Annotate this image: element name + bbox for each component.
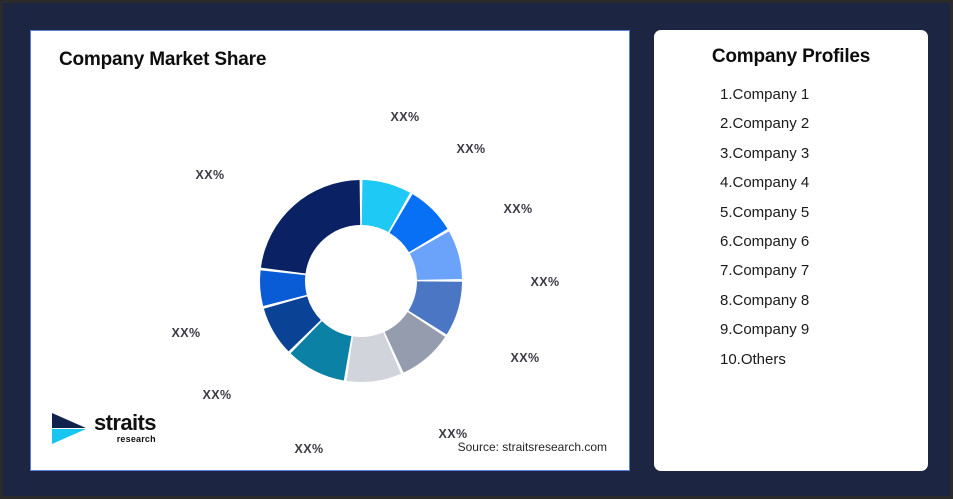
donut-slice[interactable] — [290, 321, 352, 381]
donut-slice[interactable] — [260, 180, 361, 274]
donut-slice[interactable] — [389, 194, 448, 253]
logo-subtext: research — [116, 434, 156, 444]
company-profile-item: 7.Company 7 — [720, 262, 810, 280]
company-profiles-title: Company Profiles — [711, 46, 871, 67]
chart-panel: Company Market Share XX% XX% XX% XX% XX% XX% X… — [30, 30, 630, 471]
donut-slice[interactable] — [409, 231, 462, 280]
donut-slice[interactable] — [408, 281, 462, 335]
logo-triangle-top — [52, 413, 86, 428]
company-profile-item: 2.Company 2 — [720, 115, 810, 133]
company-profile-item: 3.Company 3 — [720, 144, 810, 162]
company-profile-item: 1.Company 1 — [720, 86, 810, 103]
company-profile-item: 10.Others — [720, 350, 786, 368]
logo-text: straits research — [94, 412, 156, 444]
donut-slice-label: XX% — [294, 442, 324, 456]
company-profile-item: 5.Company 5 — [720, 203, 810, 221]
company-profiles-panel: Company Profiles 1.Company 1 2.Company 2 3… — [654, 30, 928, 471]
straits-research-logo: straits research — [49, 408, 156, 448]
company-profile-item: 9.Company 9 — [720, 321, 810, 339]
donut-slice[interactable] — [260, 270, 307, 306]
company-profile-item: 4.Company 4 — [720, 174, 810, 192]
donut-slice-label: XX% — [390, 110, 420, 124]
donut-slice-label: XX% — [195, 168, 225, 182]
donut-slice-group — [260, 180, 462, 382]
logo-arrow-icon — [52, 413, 86, 444]
donut-slice-label: XX% — [456, 142, 486, 156]
company-profile-item: 8.Company 8 — [720, 291, 810, 309]
donut-slice-label: XX% — [171, 326, 201, 340]
donut-chart: XX% XX% XX% XX% XX% XX% XX% XX% XX% XX% — [31, 31, 631, 472]
source-note: Source: straitsresearch.com — [457, 440, 607, 454]
donut-slice-label: XX% — [530, 275, 560, 289]
donut-slice[interactable] — [346, 332, 401, 382]
logo-wordmark: straits — [94, 410, 156, 435]
donut-slice-label: XX% — [503, 202, 533, 216]
logo-triangle-bottom — [52, 429, 86, 444]
donut-slice-label: XX% — [438, 427, 468, 441]
donut-slice[interactable] — [384, 311, 446, 373]
chart-title: Company Market Share — [59, 49, 267, 70]
company-profiles-list: 1.Company 1 2.Company 2 3.Company 3 4.Compa… — [654, 68, 928, 368]
donut-chart-svg — [260, 180, 462, 382]
donut-slice-label: XX% — [510, 351, 540, 365]
company-profile-item: 6.Company 6 — [720, 232, 810, 250]
donut-slice[interactable] — [361, 180, 411, 233]
donut-slice-label: XX% — [202, 388, 232, 402]
donut-slice[interactable] — [263, 296, 321, 352]
